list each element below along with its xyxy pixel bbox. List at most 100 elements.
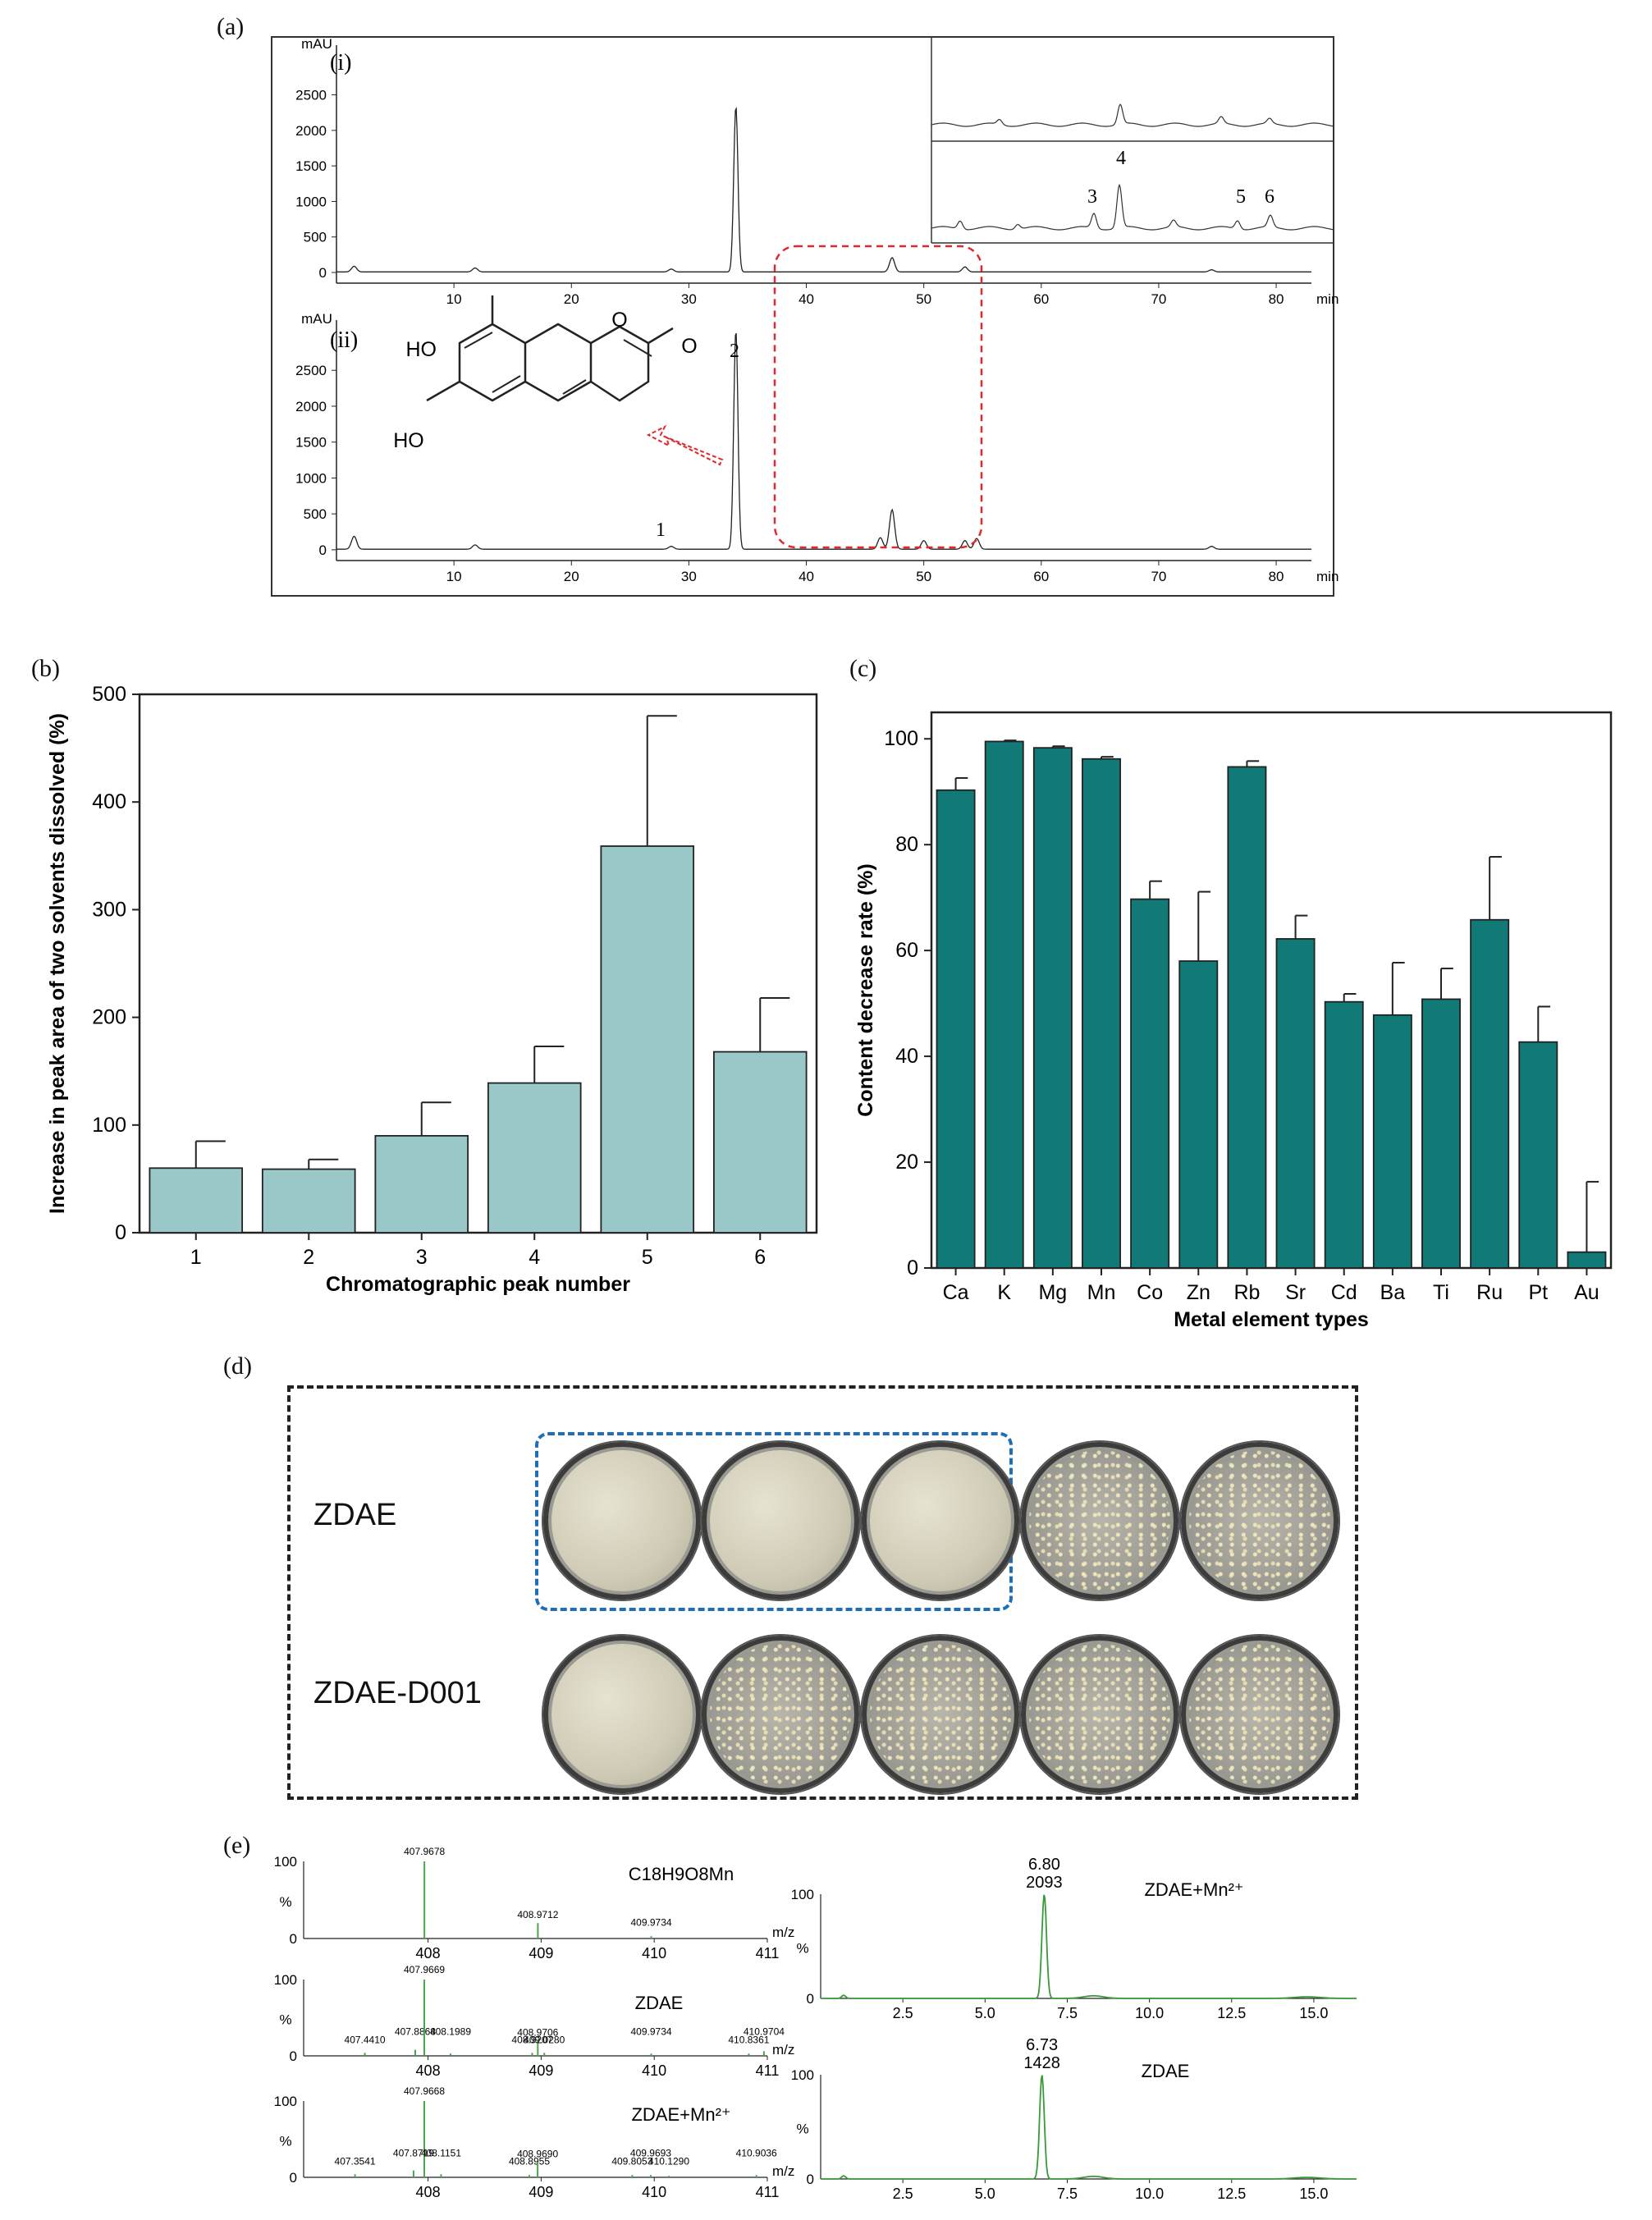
a-ii-x-tick-label: 60 <box>1033 569 1049 584</box>
e-ms2-x-tick-label: 408 <box>416 2062 441 2079</box>
e-ms2-peak-label: 408.1989 <box>430 2026 471 2038</box>
e-lc2-x-tick-label: 5.0 <box>975 2186 995 2202</box>
c-x-tick-label: Au <box>1574 1281 1599 1304</box>
a-i-trace <box>336 106 1311 272</box>
a-i-x-tick-label: 60 <box>1033 291 1049 307</box>
a-i-y-tick-label: 1000 <box>295 194 327 209</box>
e-lc2-x-tick-label: 7.5 <box>1057 2186 1078 2202</box>
b-x-tick-label: 3 <box>416 1246 428 1269</box>
c-x-tick-label: Rb <box>1233 1281 1260 1304</box>
e-ms2-sample-label: ZDAE <box>635 1993 684 2013</box>
c-bar <box>984 740 1024 1269</box>
a-ii-x-tick-label: 50 <box>916 569 931 584</box>
a-i-y-tick-label: 0 <box>319 265 327 281</box>
c-x-tick-label: Ti <box>1433 1281 1449 1304</box>
e-ms3-sample-label: ZDAE+Mn²⁺ <box>631 2104 730 2125</box>
e-ms1-x-label: m/z <box>772 1925 794 1940</box>
e-ms2-peak-label: 409.0280 <box>524 2035 565 2046</box>
a-ii-x-tick-label: 30 <box>681 569 697 584</box>
e-ms1-x-tick-label: 408 <box>416 1945 441 1961</box>
structure-double-bonds <box>464 332 652 395</box>
e-lc2-y-label: % <box>796 2122 808 2137</box>
c-bar <box>936 789 976 1269</box>
a-i-x-label: min <box>1316 291 1339 307</box>
c-y-tick-label: 0 <box>907 1256 918 1279</box>
panel-label-e: (e) <box>223 1832 251 1859</box>
agar-plate <box>543 1442 701 1600</box>
c-bar <box>1227 766 1267 1269</box>
c-bar <box>1275 938 1316 1269</box>
panel-label-a: (a) <box>217 13 245 40</box>
chromatogram-frame <box>271 36 1334 597</box>
e-lc1-x-tick-label: 10.0 <box>1135 2005 1164 2021</box>
e-ms2-x-tick-label: 409 <box>529 2062 553 2079</box>
agar-plate <box>1021 1442 1178 1600</box>
a-ii-x-label: min <box>1316 569 1339 584</box>
c-x-label: Metal element types <box>1174 1308 1369 1331</box>
inset-trace-bottom <box>931 183 1334 231</box>
a-i-y-tick-label: 2500 <box>295 88 327 103</box>
e-lc1-y-label: % <box>796 1941 808 1957</box>
e-lc1-x-tick-label: 2.5 <box>893 2005 913 2021</box>
c-x-tick-label: Pt <box>1528 1281 1548 1304</box>
e-ms2-peak-label: 409.9734 <box>630 2026 671 2038</box>
b-bar <box>374 1135 469 1234</box>
b-x-tick-label: 4 <box>529 1246 540 1269</box>
inset-trace-top <box>931 103 1334 127</box>
e-ms2-peak-label: 407.4410 <box>345 2035 386 2046</box>
e-lc2-x-tick-label: 10.0 <box>1135 2186 1164 2202</box>
a-ii-x-tick-label: 70 <box>1151 569 1166 584</box>
subplot-label-ii: (ii) <box>330 327 358 353</box>
panel-label-c: (c) <box>849 655 877 682</box>
c-plot-frame <box>930 711 1613 1270</box>
a-ii-y-tick-label: 1500 <box>295 435 327 451</box>
e-ms3-peak-label: 409.8053 <box>611 2156 652 2167</box>
c-x-tick-label: Mg <box>1038 1281 1067 1304</box>
e-lc2-y-tick-label: 0 <box>807 2172 814 2187</box>
c-x-tick-label: Co <box>1137 1281 1163 1304</box>
a-ii-x-tick-label: 20 <box>564 569 579 584</box>
c-bar <box>1324 1000 1364 1269</box>
b-bar <box>487 1082 582 1234</box>
e-ms3-peak-label: 407.3541 <box>335 2156 376 2167</box>
a-i-x-tick-label: 70 <box>1151 291 1166 307</box>
e-ms3-peak-label: 409.9693 <box>630 2148 671 2159</box>
a-i-y-label: mAU <box>301 36 332 52</box>
peak-label-2: 2 <box>730 341 739 362</box>
a-i-x-tick-label: 20 <box>564 291 579 307</box>
b-plot-frame <box>138 693 818 1234</box>
c-y-tick-label: 20 <box>895 1151 918 1174</box>
e-lc1-x-tick-label: 7.5 <box>1057 2005 1078 2021</box>
inset-peak-label: 6 <box>1265 186 1274 208</box>
a-i-x-tick-label: 40 <box>799 291 814 307</box>
e-ms3-peak-label: 408.1151 <box>421 2148 461 2159</box>
a-ii-x-tick-label: 10 <box>446 569 462 584</box>
b-x-tick-label: 2 <box>303 1246 314 1269</box>
c-bar <box>1470 918 1510 1269</box>
e-ms2-y-tick-label: 0 <box>290 2048 297 2064</box>
b-y-tick-label: 0 <box>115 1221 126 1244</box>
b-bar <box>149 1167 244 1234</box>
e-lc2-x-tick-label: 15.0 <box>1299 2186 1328 2202</box>
c-bar <box>1567 1251 1607 1269</box>
a-i-y-tick-label: 1500 <box>295 158 327 174</box>
c-y-label: Content decrease rate (%) <box>854 863 877 1116</box>
e-lc2-peak-rt: 6.73 <box>1026 2036 1058 2054</box>
e-ms2-y-tick-label: 100 <box>274 1972 297 1988</box>
c-x-tick-label: Sr <box>1285 1281 1306 1304</box>
a-ii-y-tick-label: 500 <box>304 506 327 522</box>
e-lc2-trace <box>821 2075 1357 2180</box>
a-i-y-tick-label: 500 <box>304 230 327 245</box>
e-ms1-peak-label: 408.9712 <box>517 1909 558 1920</box>
b-y-tick-label: 300 <box>92 898 126 921</box>
c-bar <box>1130 898 1170 1269</box>
c-x-tick-label: Zn <box>1187 1281 1210 1304</box>
e-ms3-peak-label: 408.9690 <box>517 2148 558 2159</box>
e-ms2-y-label: % <box>279 2012 291 2028</box>
agar-plate <box>1181 1636 1339 1793</box>
agar-plate <box>702 1442 859 1600</box>
structure-label-ho-top: HO <box>406 338 437 361</box>
c-bar <box>1082 758 1121 1269</box>
row-label-zdae: ZDAE <box>313 1498 397 1532</box>
